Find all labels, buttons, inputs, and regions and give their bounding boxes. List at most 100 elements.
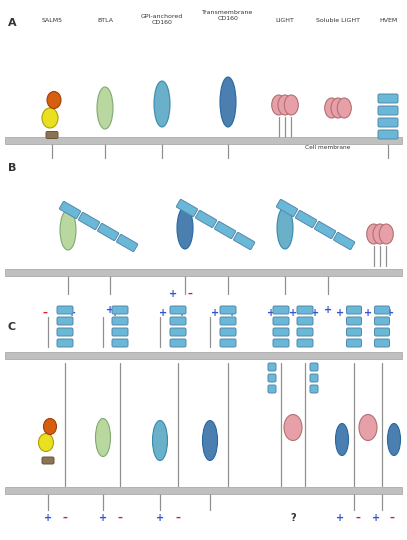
Ellipse shape (42, 108, 58, 128)
Text: +: + (311, 308, 319, 318)
FancyBboxPatch shape (170, 306, 186, 314)
FancyBboxPatch shape (378, 118, 398, 127)
FancyBboxPatch shape (334, 232, 355, 249)
FancyBboxPatch shape (176, 199, 197, 217)
Text: +: + (289, 308, 297, 318)
Text: GPI-anchored
CD160: GPI-anchored CD160 (141, 14, 183, 25)
FancyBboxPatch shape (273, 339, 289, 347)
Text: –: – (188, 289, 193, 299)
Ellipse shape (177, 207, 193, 249)
FancyBboxPatch shape (297, 328, 313, 336)
FancyBboxPatch shape (112, 339, 128, 347)
Text: +: + (44, 513, 52, 523)
FancyBboxPatch shape (374, 306, 389, 314)
FancyBboxPatch shape (374, 317, 389, 325)
Text: Cell membrane: Cell membrane (305, 145, 351, 150)
FancyBboxPatch shape (276, 199, 298, 217)
FancyBboxPatch shape (57, 328, 73, 336)
Text: +: + (372, 513, 380, 523)
Text: +: + (406, 513, 407, 523)
FancyBboxPatch shape (268, 374, 276, 382)
Text: –: – (175, 513, 180, 523)
FancyBboxPatch shape (170, 317, 186, 325)
Text: –: – (356, 513, 361, 523)
Ellipse shape (220, 77, 236, 127)
Ellipse shape (337, 98, 351, 118)
FancyBboxPatch shape (79, 212, 100, 230)
FancyBboxPatch shape (5, 137, 402, 144)
Text: B: B (8, 163, 16, 173)
Text: +: + (159, 308, 167, 318)
FancyBboxPatch shape (220, 317, 236, 325)
FancyBboxPatch shape (170, 339, 186, 347)
Ellipse shape (278, 95, 292, 115)
FancyBboxPatch shape (57, 306, 73, 314)
Text: +: + (228, 308, 236, 318)
FancyBboxPatch shape (374, 328, 389, 336)
Text: +: + (364, 308, 372, 318)
Ellipse shape (367, 224, 381, 244)
FancyBboxPatch shape (5, 268, 402, 275)
Ellipse shape (387, 423, 400, 456)
Ellipse shape (373, 224, 387, 244)
Ellipse shape (39, 434, 53, 451)
FancyBboxPatch shape (5, 487, 402, 494)
FancyBboxPatch shape (220, 306, 236, 314)
FancyBboxPatch shape (273, 306, 289, 314)
Ellipse shape (60, 210, 76, 250)
FancyBboxPatch shape (273, 328, 289, 336)
FancyBboxPatch shape (268, 363, 276, 371)
FancyBboxPatch shape (59, 201, 81, 219)
FancyBboxPatch shape (378, 106, 398, 115)
FancyBboxPatch shape (57, 317, 73, 325)
FancyBboxPatch shape (297, 339, 313, 347)
Text: C: C (8, 322, 16, 332)
FancyBboxPatch shape (214, 221, 236, 239)
Text: BTLA: BTLA (97, 18, 113, 23)
Ellipse shape (97, 87, 113, 129)
Text: +: + (106, 305, 114, 315)
Ellipse shape (379, 224, 393, 244)
Ellipse shape (277, 207, 293, 249)
FancyBboxPatch shape (42, 457, 54, 464)
Ellipse shape (335, 423, 348, 456)
Ellipse shape (153, 421, 168, 461)
FancyBboxPatch shape (46, 132, 58, 138)
Ellipse shape (272, 95, 286, 115)
Text: Soluble LIGHT: Soluble LIGHT (316, 18, 360, 23)
FancyBboxPatch shape (112, 306, 128, 314)
FancyBboxPatch shape (297, 317, 313, 325)
Text: Transmembrane
CD160: Transmembrane CD160 (202, 10, 254, 21)
Text: –: – (118, 513, 123, 523)
FancyBboxPatch shape (297, 306, 313, 314)
FancyBboxPatch shape (378, 94, 398, 103)
FancyBboxPatch shape (57, 339, 73, 347)
Ellipse shape (44, 418, 57, 435)
Text: +: + (324, 305, 332, 315)
FancyBboxPatch shape (374, 339, 389, 347)
Text: –: – (304, 305, 309, 315)
Text: –: – (43, 308, 48, 318)
Text: A: A (8, 18, 17, 28)
FancyBboxPatch shape (195, 211, 217, 227)
FancyBboxPatch shape (310, 385, 318, 393)
FancyBboxPatch shape (116, 234, 138, 252)
FancyBboxPatch shape (5, 352, 402, 359)
FancyBboxPatch shape (273, 317, 289, 325)
FancyBboxPatch shape (346, 317, 361, 325)
Text: –: – (63, 513, 68, 523)
Ellipse shape (203, 421, 217, 461)
Text: HVEM: HVEM (379, 18, 397, 23)
Text: +: + (376, 305, 384, 315)
FancyBboxPatch shape (112, 317, 128, 325)
Text: +: + (178, 308, 186, 318)
Text: +: + (156, 513, 164, 523)
FancyBboxPatch shape (98, 224, 119, 241)
Ellipse shape (96, 418, 110, 456)
Ellipse shape (359, 415, 377, 441)
FancyBboxPatch shape (220, 339, 236, 347)
Text: –: – (389, 513, 394, 523)
Text: +: + (267, 308, 275, 318)
Text: SALM5: SALM5 (42, 18, 63, 23)
FancyBboxPatch shape (346, 328, 361, 336)
